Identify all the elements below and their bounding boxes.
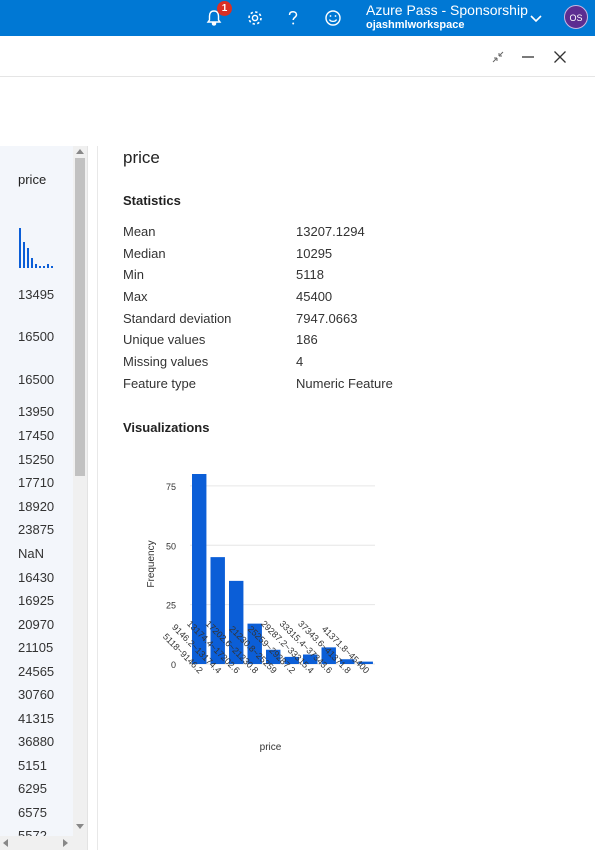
cell-value: 23875 [18,522,55,537]
bar [340,659,355,664]
avatar[interactable]: OS [564,5,588,29]
scroll-up-icon[interactable] [76,148,84,154]
stat-value: 7947.0663 [296,311,358,326]
cell-value: 13495 [18,287,55,302]
cell-value: 16925 [18,593,55,608]
cell-value: NaN [18,546,45,561]
cell-value: 16500 [18,329,55,344]
bar [247,623,262,664]
mini-bar [19,228,21,268]
stat-label: Median [123,246,166,261]
collapse-icon[interactable] [489,48,507,66]
mini-histogram [19,228,53,268]
cell-value: 16500 [18,372,55,387]
cell-value: 13950 [18,404,55,419]
stat-value: 45400 [296,289,333,304]
window-bar [0,36,595,77]
scrollbar-thumb[interactable] [75,158,85,476]
column-title: price [123,148,160,167]
statistics-heading: Statistics [123,193,181,208]
y-tick-label: 50 [166,541,176,551]
cell-value: 41315 [18,711,55,726]
stat-label: Max [123,289,148,304]
stat-label: Standard deviation [123,311,232,326]
y-tick-label: 25 [166,601,176,611]
bar [358,661,373,664]
bar [192,474,207,664]
bar [266,649,281,664]
y-tick-label: 0 [171,660,176,670]
bar [229,580,244,664]
panel-divider [97,146,98,850]
top-bar: 1 Azure Pass - Sponsorship ojashmlworksp… [0,0,595,36]
account-menu[interactable]: Azure Pass - Sponsorship ojashmlworkspac… [366,3,528,33]
cell-value: 21105 [18,640,54,655]
data-column-panel: price 13495 16500 16500 13950 17450 1525… [0,146,88,850]
scroll-left-icon[interactable] [2,839,8,847]
cell-value: 36880 [18,734,55,749]
gear-icon[interactable] [243,0,267,36]
mini-bar [27,248,29,268]
bell-icon[interactable] [202,0,226,36]
chevron-down-icon[interactable] [526,0,546,36]
help-icon[interactable] [281,0,305,36]
mini-bar [35,264,37,268]
stat-value: 4 [296,354,304,369]
bar [210,557,225,664]
cell-value: 6575 [18,805,47,820]
y-axis-title: Frequency [146,540,157,587]
stat-value: 186 [296,332,318,347]
cell-value: 24565 [18,664,55,679]
cell-value: 20970 [18,617,55,632]
stat-value: 5118 [296,267,324,282]
stat-label: Feature type [123,376,196,391]
cell-value: 17710 [18,475,55,490]
visualizations-heading: Visualizations [123,420,210,435]
stat-value: 10295 [296,246,333,261]
cell-value: 30760 [18,687,55,702]
bar [321,647,336,664]
notification-badge: 1 [217,1,232,16]
mini-bar [23,242,25,268]
workspace-name: ojashmlworkspace [366,19,465,31]
mini-bar [39,266,41,268]
x-axis-title: price [260,742,282,753]
column-header[interactable]: price [18,172,47,187]
cell-value: 18920 [18,499,55,514]
cell-value: 17450 [18,428,55,443]
bar [303,654,318,664]
histogram-chart: 02550755118~9146.29146.2~13174.413174.4~… [146,474,375,753]
minimize-icon[interactable] [519,48,537,66]
stat-label: Unique values [123,332,206,347]
stat-label: Missing values [123,354,209,369]
account-title: Azure Pass - Sponsorship [366,2,528,18]
stat-label: Mean [123,224,156,239]
cell-value: 6295 [18,781,47,796]
stat-value: 13207.1294 [296,224,365,239]
close-icon[interactable] [551,48,569,66]
mini-bar [43,266,45,268]
smiley-icon[interactable] [321,0,345,36]
scroll-down-icon[interactable] [76,824,84,830]
cell-value: 16430 [18,570,55,585]
mini-bar [51,266,53,268]
y-tick-label: 75 [166,482,176,492]
bar [284,656,299,664]
scroll-right-icon[interactable] [63,839,69,847]
mini-bar [47,264,49,268]
mini-bar [31,258,33,268]
stat-value: Numeric Feature [296,376,393,391]
cell-value: 15250 [18,452,55,467]
cell-value: 5151 [18,758,47,773]
horizontal-scrollbar[interactable] [0,836,87,850]
stat-label: Min [123,267,144,282]
